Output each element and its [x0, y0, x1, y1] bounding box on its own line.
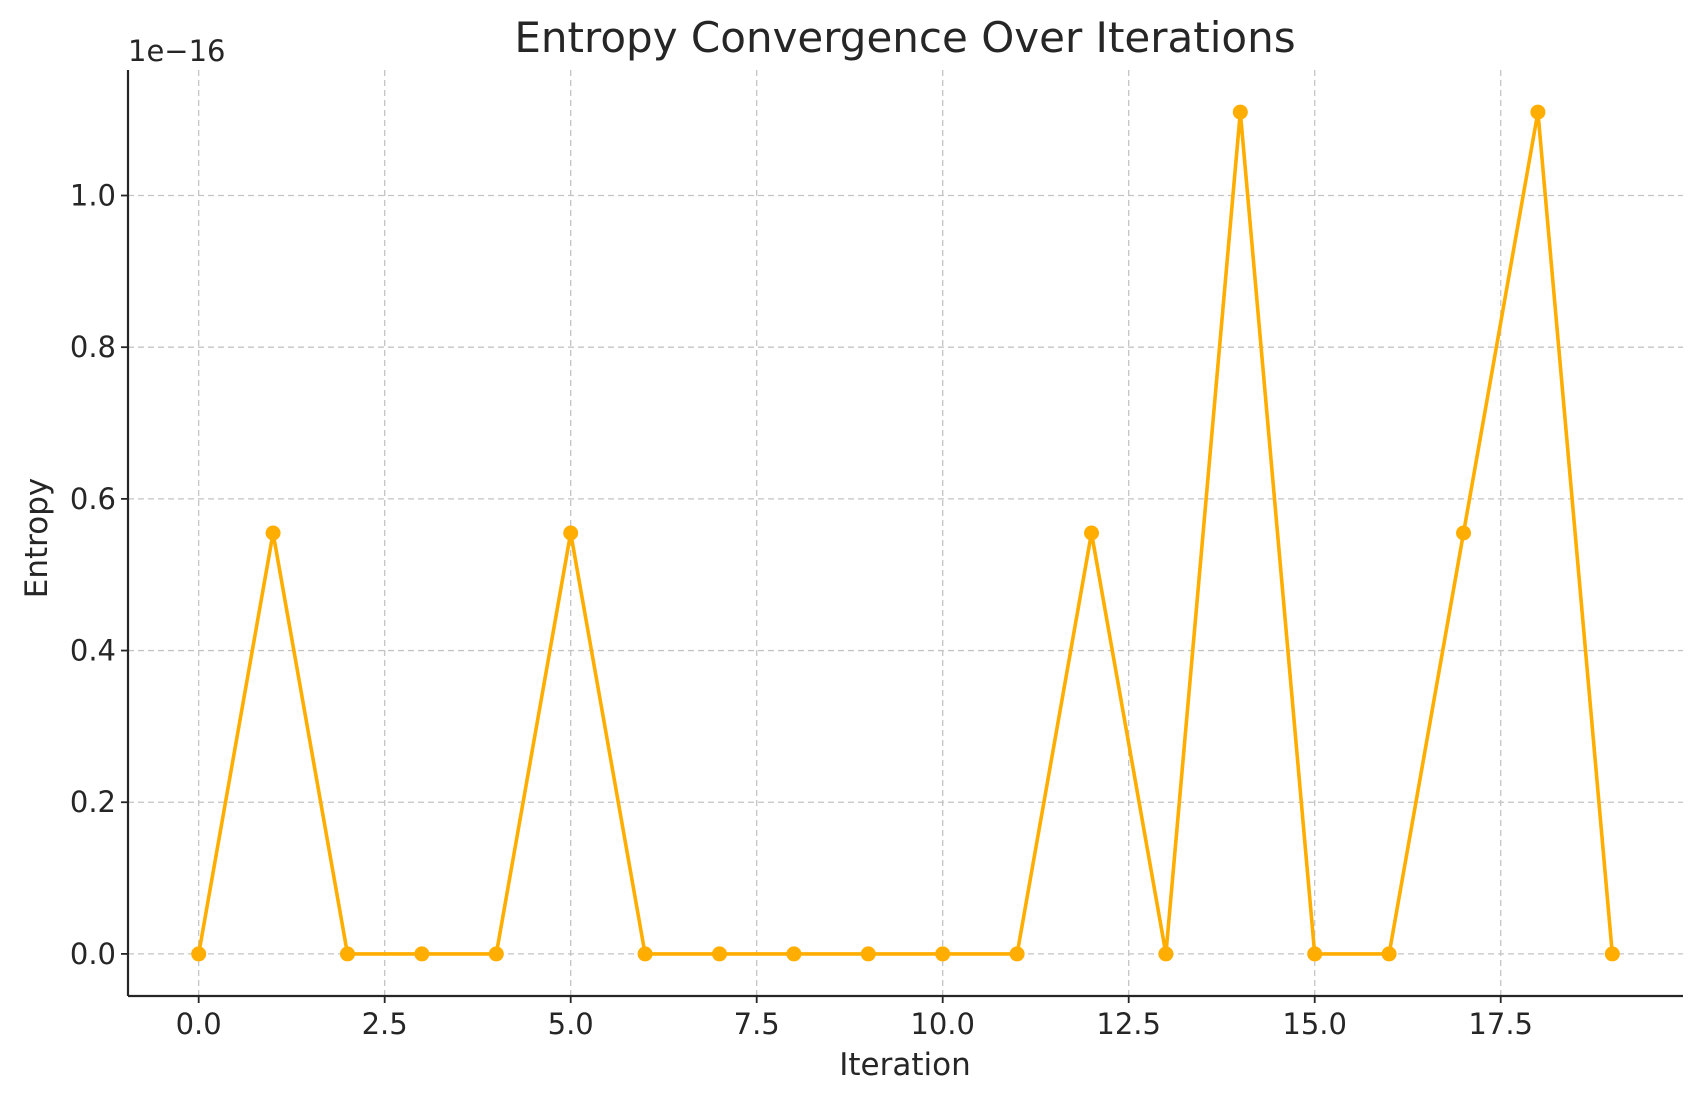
y-tick-label: 0.2 [70, 785, 116, 819]
x-tick-label: 12.5 [1096, 1007, 1161, 1041]
chart-title: Entropy Convergence Over Iterations [514, 13, 1295, 62]
entropy-series-line [196, 110, 1615, 956]
entropy-data-point [265, 525, 281, 541]
x-tick-label: 15.0 [1282, 1007, 1347, 1041]
x-tick-label: 10.0 [910, 1007, 975, 1041]
entropy-data-point [1530, 104, 1546, 120]
entropy-data-point [1456, 525, 1472, 541]
x-tick-label: 7.5 [734, 1007, 780, 1041]
y-tick-label: 0.8 [70, 330, 116, 364]
entropy-data-point [1307, 946, 1323, 962]
entropy-data-point [935, 946, 951, 962]
entropy-data-point [191, 946, 207, 962]
entropy-data-point [1158, 946, 1174, 962]
x-axis-label: Iteration [839, 1047, 971, 1083]
data-series [191, 104, 1620, 962]
axis-ticks: 0.0 2.5 5.0 7.5 10.0 12.5 15.0 17.5 0.0 0.2 0.4 0.6… [70, 179, 1533, 1041]
grid-lines [128, 70, 1683, 996]
entropy-data-point [1009, 946, 1025, 962]
y-tick-label: 1.0 [70, 179, 116, 213]
entropy-data-point [860, 946, 876, 962]
entropy-data-point [711, 946, 727, 962]
x-tick-label: 2.5 [362, 1007, 408, 1041]
entropy-data-point [1381, 946, 1397, 962]
entropy-data-point [786, 946, 802, 962]
entropy-data-point [1084, 525, 1100, 541]
entropy-data-point [1604, 946, 1620, 962]
x-tick-label: 0.0 [176, 1007, 222, 1041]
axes-spines [126, 70, 1683, 998]
entropy-data-point [488, 946, 504, 962]
y-axis-label: Entropy [19, 478, 55, 598]
entropy-data-point [1232, 104, 1248, 120]
y-tick-label: 0.4 [70, 634, 116, 668]
y-tick-label: 0.6 [70, 482, 116, 516]
entropy-data-point [339, 946, 355, 962]
y-axis-offset-label: 1e−16 [128, 34, 226, 68]
y-tick-label: 0.0 [70, 937, 116, 971]
x-tick-label: 5.0 [548, 1007, 594, 1041]
entropy-data-point [414, 946, 430, 962]
x-tick-label: 17.5 [1468, 1007, 1533, 1041]
entropy-data-point [563, 525, 579, 541]
entropy-data-point [637, 946, 653, 962]
